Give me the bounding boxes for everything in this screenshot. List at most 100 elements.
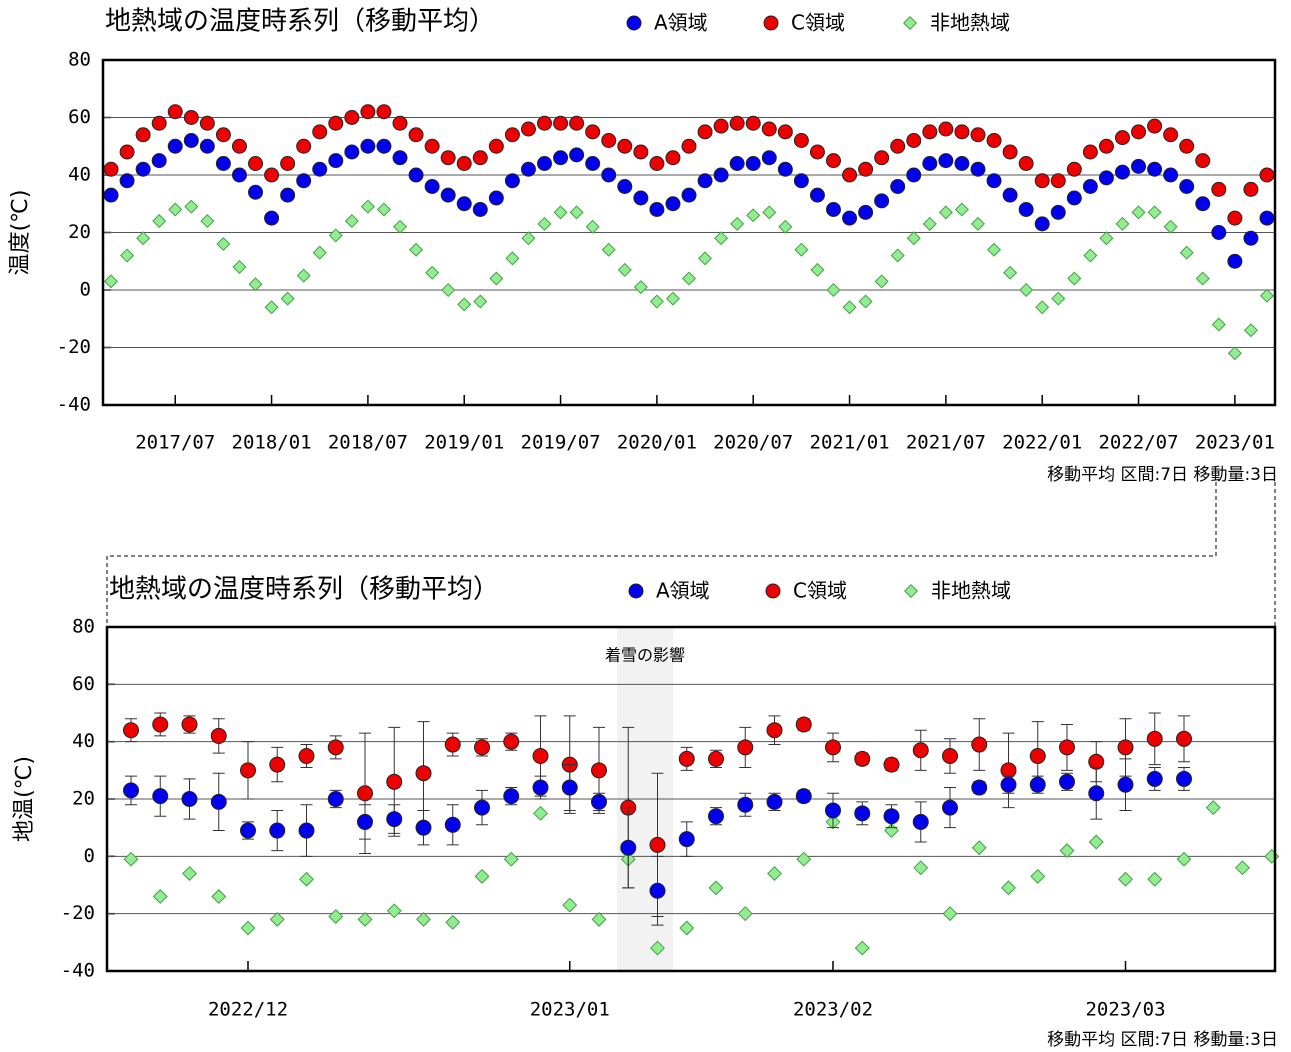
point: [986, 173, 1002, 189]
point: [280, 156, 296, 171]
point: [135, 161, 151, 177]
point: [167, 104, 183, 120]
point: [456, 196, 472, 212]
point: [665, 150, 681, 166]
x-tick-label: 2022/01: [1002, 432, 1082, 454]
point: [708, 750, 724, 767]
point: [1163, 127, 1179, 143]
legend-label: A領域: [656, 579, 710, 603]
point: [210, 793, 227, 810]
x-tick-label: 2017/07: [135, 432, 215, 454]
point: [200, 213, 215, 229]
x-tick-label: 2020/07: [713, 432, 793, 454]
point: [777, 161, 793, 177]
point: [777, 124, 793, 140]
point: [472, 202, 488, 217]
point: [987, 242, 1002, 257]
point: [1083, 248, 1098, 263]
point: [357, 813, 373, 830]
x-tick-label: 2023/01: [530, 999, 610, 1021]
y-axis-label: 地温(℃): [12, 756, 37, 842]
point: [424, 179, 440, 194]
point: [488, 190, 504, 206]
point: [1195, 153, 1211, 169]
point: [123, 782, 139, 799]
point: [386, 811, 403, 828]
point: [617, 179, 633, 194]
legend-label: C領域: [793, 579, 847, 603]
zoom-connector: [106, 482, 1276, 627]
point: [248, 156, 264, 171]
point: [650, 940, 665, 956]
point: [1195, 271, 1210, 286]
point: [761, 121, 777, 137]
point: [601, 242, 616, 257]
point: [1176, 730, 1192, 747]
point: [649, 202, 665, 217]
point: [698, 251, 713, 266]
point: [344, 213, 359, 229]
point: [681, 138, 697, 154]
point: [697, 173, 713, 189]
point: [713, 167, 729, 183]
point: [1050, 173, 1066, 189]
point: [392, 150, 408, 166]
point: [906, 167, 922, 183]
point: [938, 121, 954, 137]
point: [1114, 164, 1130, 180]
point: [553, 115, 569, 131]
point: [473, 294, 488, 309]
point: [521, 231, 536, 246]
point: [231, 167, 247, 183]
point: [151, 115, 167, 131]
point: [408, 127, 424, 143]
y-tick-label: -40: [57, 394, 91, 416]
point: [215, 156, 231, 171]
point: [679, 920, 695, 936]
point: [617, 138, 633, 154]
point: [938, 153, 954, 169]
y-axis-label: 温度(℃): [8, 190, 33, 276]
point: [1146, 730, 1163, 747]
point: [182, 866, 197, 881]
legend-label: A領域: [654, 11, 708, 35]
point: [906, 231, 921, 246]
point: [503, 733, 520, 750]
point: [922, 124, 938, 140]
point: [1034, 216, 1050, 232]
point: [1131, 205, 1146, 220]
legend-marker: [903, 583, 919, 599]
point: [745, 115, 761, 131]
point: [135, 127, 151, 143]
point: [1088, 785, 1105, 802]
point: [231, 138, 247, 154]
point: [793, 133, 809, 148]
point: [1117, 739, 1134, 756]
y-tick-label: 60: [72, 673, 95, 695]
point: [232, 259, 247, 275]
point: [854, 750, 871, 767]
point: [809, 144, 825, 160]
point: [216, 236, 231, 252]
point: [488, 138, 504, 154]
point: [678, 750, 695, 767]
point: [874, 150, 890, 166]
plot-frame: [105, 625, 1277, 973]
point: [842, 300, 857, 315]
point: [533, 805, 548, 821]
point: [1117, 776, 1134, 793]
point: [537, 216, 552, 231]
point: [104, 274, 119, 289]
annotation: 着雪の影響: [605, 646, 685, 665]
point: [591, 762, 607, 779]
note: 移動平均 区間:7日 移動量:3日: [1047, 465, 1278, 485]
y-tick-label: 0: [80, 279, 91, 301]
point: [954, 124, 970, 140]
x-tick-label: 2018/01: [232, 432, 312, 454]
point: [729, 115, 745, 131]
point: [633, 144, 649, 160]
point: [264, 167, 280, 183]
point: [181, 716, 198, 733]
point: [1147, 161, 1163, 177]
x-tick-label: 2018/07: [328, 432, 408, 454]
